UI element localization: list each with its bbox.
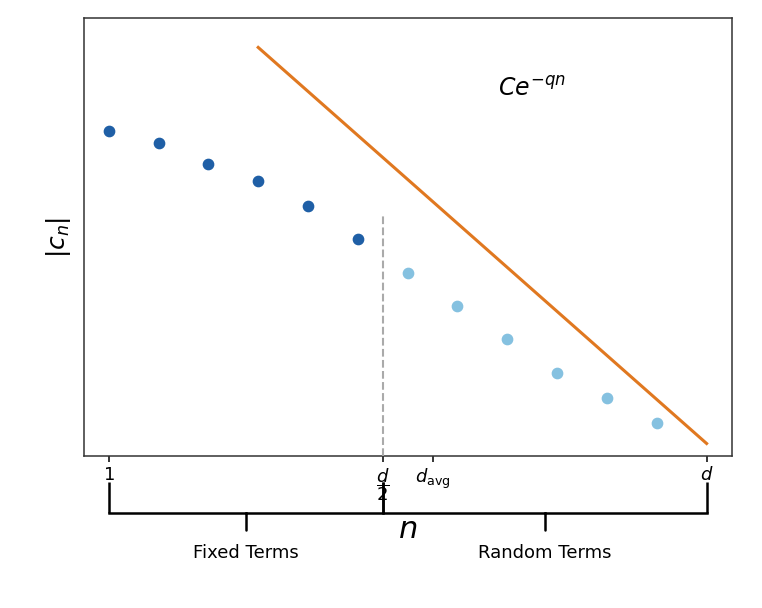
- Point: [103, 126, 115, 136]
- Point: [152, 139, 165, 148]
- Point: [501, 334, 514, 344]
- Point: [202, 159, 214, 169]
- Point: [651, 418, 663, 427]
- Point: [402, 268, 414, 277]
- Text: $Ce^{-qn}$: $Ce^{-qn}$: [498, 77, 566, 101]
- Point: [252, 176, 264, 185]
- Point: [302, 201, 314, 211]
- Y-axis label: $|\mathit{c_n}|$: $|\mathit{c_n}|$: [43, 216, 72, 258]
- Point: [451, 301, 463, 311]
- Point: [601, 393, 613, 402]
- X-axis label: $\mathit{n}$: $\mathit{n}$: [398, 514, 418, 545]
- Text: Fixed Terms: Fixed Terms: [193, 544, 299, 562]
- Point: [352, 234, 364, 244]
- Point: [551, 368, 563, 378]
- Text: Random Terms: Random Terms: [478, 544, 611, 562]
